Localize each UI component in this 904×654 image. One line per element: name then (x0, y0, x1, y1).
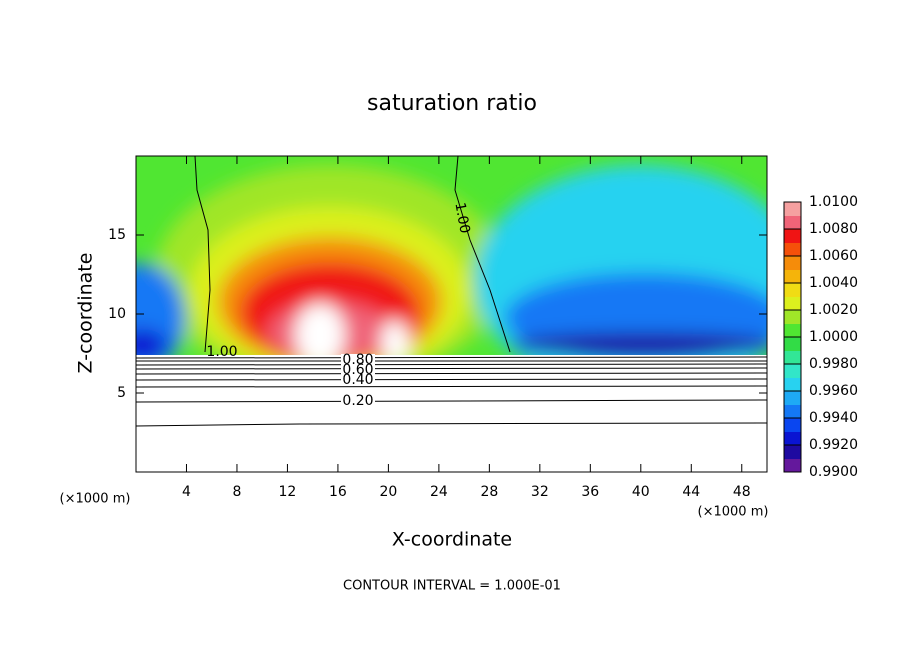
colorbar-band (784, 229, 801, 243)
x-axis-label: X-coordinate (392, 529, 512, 551)
colorbar-band (784, 431, 801, 446)
colorbar-tick-label: 0.9920 (809, 437, 858, 453)
colorbar-tick-label: 0.9980 (809, 356, 858, 372)
x-tick-label: 20 (379, 484, 397, 500)
contour-label-bg (341, 364, 375, 376)
colorbar-band (784, 364, 801, 378)
colorbar-band (784, 350, 801, 365)
colorbar-tick-label: 1.0040 (809, 275, 858, 291)
colorbar-band (784, 323, 801, 338)
contour-label: 0.20 (342, 393, 373, 409)
unit-label: (×1000 m) (60, 492, 131, 507)
x-tick-label: 16 (329, 484, 347, 500)
x-tick-label: 48 (733, 484, 751, 500)
contour-label-bg (341, 374, 375, 386)
field (136, 156, 767, 472)
x-tick-label: 36 (581, 484, 599, 500)
y-tick-label: 5 (117, 385, 126, 401)
x-tick-label: 12 (279, 484, 297, 500)
colorbar-tick-label: 0.9960 (809, 383, 858, 399)
colorbar-tick-label: 1.0100 (809, 194, 858, 210)
colorbar-band (784, 391, 801, 405)
colorbar-tick-label: 1.0000 (809, 329, 858, 345)
x-tick-label: 24 (430, 484, 448, 500)
colorbar-band (784, 458, 801, 473)
colorbar-band (784, 242, 801, 257)
chart-title: saturation ratio (367, 91, 537, 116)
x-tick-label: 8 (232, 484, 241, 500)
contour-label: 1.00 (206, 344, 237, 360)
contour-label-bg (341, 354, 375, 366)
colorbar-band (784, 256, 801, 270)
x-tick-label: 4 (182, 484, 191, 500)
colorbar-band (784, 445, 801, 459)
colorbar-band (784, 337, 801, 351)
colorbar-tick-label: 1.0060 (809, 248, 858, 264)
colorbar-tick-label: 1.0020 (809, 302, 858, 318)
colorbar-band (784, 377, 801, 392)
y-tick-label: 10 (108, 306, 126, 322)
y-tick-label: 15 (108, 227, 126, 243)
colorbar-band (784, 215, 801, 230)
unit-label: (×1000 m) (698, 505, 769, 520)
colorbar-band (784, 283, 801, 297)
colorbar-tick-label: 0.9900 (809, 464, 858, 480)
x-tick-label: 40 (632, 484, 650, 500)
contour-label-bg (341, 395, 375, 407)
colorbar-band (784, 418, 801, 432)
x-tick-label: 44 (682, 484, 700, 500)
x-tick-label: 28 (480, 484, 498, 500)
footer: CONTOUR INTERVAL = 1.000E-01 (343, 579, 561, 594)
colorbar-band (784, 269, 801, 284)
contour-label: 0.40 (342, 372, 373, 388)
y-axis-label: Z-coordinate (75, 253, 97, 374)
colorbar-band (784, 404, 801, 419)
contour-label: 1.00 (451, 201, 472, 234)
x-tick-label: 32 (531, 484, 549, 500)
colorbar-tick-label: 1.0080 (809, 221, 858, 237)
colorbar-band (784, 202, 801, 216)
colorbar-band (784, 296, 801, 311)
colorbar-band (784, 310, 801, 324)
colorbar-tick-label: 0.9940 (809, 410, 858, 426)
